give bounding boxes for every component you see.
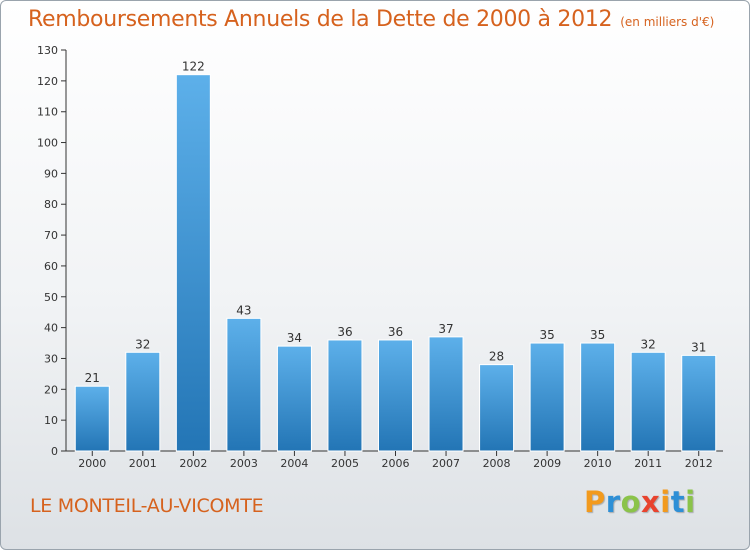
y-tick-label: 130 <box>37 44 58 57</box>
y-tick-label: 10 <box>44 414 58 427</box>
data-label: 28 <box>489 350 504 364</box>
bar <box>276 345 312 452</box>
bar <box>630 351 666 452</box>
y-tick-label: 30 <box>44 352 58 365</box>
x-tick-label: 2007 <box>432 457 460 470</box>
bar <box>125 351 161 452</box>
bar <box>74 385 110 452</box>
data-label: 36 <box>388 325 403 339</box>
x-tick-label: 2003 <box>230 457 258 470</box>
data-label: 43 <box>236 303 251 317</box>
logo-letter: t <box>670 485 686 519</box>
y-tick-label: 110 <box>37 106 58 119</box>
bar <box>226 317 262 452</box>
logo-letter: r <box>605 485 621 519</box>
bar <box>428 336 464 452</box>
x-tick-label: 2006 <box>382 457 410 470</box>
x-tick-label: 2000 <box>78 457 106 470</box>
bar <box>580 342 616 452</box>
bar <box>681 354 717 452</box>
bar <box>529 342 565 452</box>
logo-letter: i <box>660 485 671 519</box>
proxiti-logo: Proxiti <box>584 485 696 519</box>
bar <box>327 339 363 452</box>
data-label: 35 <box>539 328 554 342</box>
data-label: 32 <box>641 337 656 351</box>
y-tick-label: 20 <box>44 383 58 396</box>
chart-title: Remboursements Annuels de la Dette de 20… <box>28 7 714 32</box>
x-tick-label: 2001 <box>129 457 157 470</box>
y-tick-label: 120 <box>37 75 58 88</box>
data-label: 122 <box>182 60 205 74</box>
logo-letter: x <box>641 485 661 519</box>
y-tick-label: 70 <box>44 229 58 242</box>
x-tick-label: 2005 <box>331 457 359 470</box>
data-label: 37 <box>438 322 453 336</box>
logo-letter: o <box>620 485 642 519</box>
data-label: 21 <box>85 371 100 385</box>
data-label: 35 <box>590 328 605 342</box>
x-tick-label: 2012 <box>685 457 713 470</box>
bar <box>378 339 413 452</box>
commune-name: LE MONTEIL-AU-VICOMTE <box>30 495 264 517</box>
chart-unit: (en milliers d'€) <box>620 15 715 29</box>
y-tick-label: 0 <box>51 445 58 458</box>
data-label: 36 <box>337 325 352 339</box>
x-tick-label: 2011 <box>634 457 662 470</box>
y-tick-label: 60 <box>44 260 58 273</box>
y-tick-label: 80 <box>44 198 58 211</box>
y-tick-label: 100 <box>37 137 58 150</box>
data-label: 32 <box>135 337 150 351</box>
x-tick-label: 2008 <box>483 457 511 470</box>
bar <box>175 74 211 452</box>
logo-letter: P <box>584 485 606 519</box>
y-tick-label: 40 <box>44 322 58 335</box>
y-tick-label: 50 <box>44 291 58 304</box>
x-tick-label: 2002 <box>179 457 207 470</box>
chart-title-text: Remboursements Annuels de la Dette de 20… <box>28 7 613 32</box>
x-tick-label: 2004 <box>280 457 308 470</box>
data-label: 31 <box>691 340 706 354</box>
bar <box>479 364 515 452</box>
x-tick-label: 2010 <box>584 457 612 470</box>
x-tick-label: 2009 <box>533 457 561 470</box>
logo-letter: i <box>685 485 696 519</box>
y-tick-label: 90 <box>44 167 58 180</box>
data-label: 34 <box>287 331 302 345</box>
